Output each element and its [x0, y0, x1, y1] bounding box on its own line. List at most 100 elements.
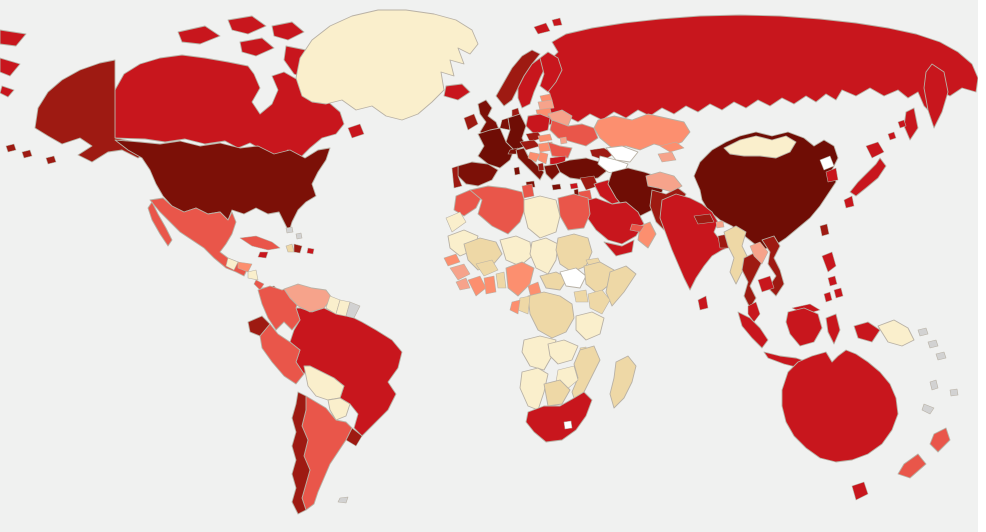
country-new-caledonia[interactable] [921, 403, 935, 415]
country-malaysia-peninsula[interactable] [747, 301, 761, 323]
country-norway[interactable] [495, 49, 541, 107]
country-slovakia[interactable] [537, 133, 553, 143]
country-ghana[interactable] [483, 275, 497, 295]
country-philippines-visayas[interactable] [823, 275, 844, 303]
country-japan-honshu[interactable] [849, 157, 887, 197]
country-indonesia-sumatra[interactable] [737, 311, 769, 349]
country-finland[interactable] [539, 51, 563, 93]
country-namibia[interactable] [519, 367, 549, 411]
country-car[interactable] [539, 271, 569, 291]
country-svalbard[interactable] [533, 17, 563, 35]
country-uganda[interactable] [573, 289, 589, 303]
country-latvia[interactable] [537, 99, 555, 111]
country-jamaica[interactable] [257, 251, 269, 259]
country-mexico[interactable] [149, 197, 249, 277]
country-western-sahara[interactable] [445, 211, 467, 233]
country-angola[interactable] [521, 335, 557, 371]
country-bahamas[interactable] [285, 226, 303, 240]
country-india[interactable] [659, 193, 733, 291]
country-solomon-islands[interactable] [917, 327, 947, 361]
country-egypt[interactable] [557, 193, 591, 231]
country-russia-chukotka-wrap[interactable] [0, 29, 27, 98]
country-south-korea[interactable] [825, 167, 839, 183]
country-burkina-faso[interactable] [475, 259, 499, 277]
country-laos[interactable] [749, 241, 769, 265]
country-canada-arctic-4[interactable] [239, 37, 275, 57]
country-sweden[interactable] [517, 57, 547, 109]
country-guatemala[interactable] [225, 257, 239, 271]
country-sierra-leone[interactable] [455, 277, 471, 291]
country-bolivia[interactable] [303, 365, 345, 401]
country-japan-hokkaido[interactable] [865, 141, 885, 159]
country-libya[interactable] [523, 195, 561, 239]
country-senegal[interactable] [443, 253, 461, 267]
country-falklands[interactable] [337, 496, 349, 504]
country-indonesia-borneo[interactable] [785, 307, 823, 347]
country-guinea[interactable] [449, 263, 471, 281]
country-kenya[interactable] [587, 289, 611, 315]
country-somalia[interactable] [605, 265, 637, 307]
country-madagascar[interactable] [609, 355, 637, 409]
country-zambia[interactable] [547, 339, 579, 365]
country-cyprus[interactable] [569, 182, 579, 190]
country-croatia-bosnia[interactable] [527, 151, 541, 163]
country-indonesia-papua[interactable] [853, 321, 881, 343]
country-bhutan[interactable] [715, 220, 725, 229]
country-mexico-baja[interactable] [147, 201, 173, 247]
country-south-africa[interactable] [525, 391, 593, 443]
country-ukraine[interactable] [549, 119, 599, 147]
country-peru[interactable] [259, 323, 305, 385]
country-botswana[interactable] [543, 379, 571, 407]
country-greenland[interactable] [295, 9, 479, 121]
country-philippines-luzon[interactable] [821, 251, 837, 273]
country-japan-kyushu[interactable] [843, 195, 855, 209]
country-lesotho[interactable] [563, 420, 573, 430]
country-italy[interactable] [515, 147, 545, 181]
country-gabon[interactable] [509, 299, 521, 315]
country-papua-new-guinea[interactable] [877, 319, 915, 347]
country-nepal[interactable] [693, 213, 715, 225]
country-tunisia[interactable] [521, 183, 535, 199]
country-canada-newfoundland[interactable] [347, 123, 365, 139]
country-algeria[interactable] [469, 185, 527, 235]
country-nigeria[interactable] [505, 261, 535, 297]
country-dominican-republic[interactable] [293, 243, 303, 254]
country-vanuatu[interactable] [929, 379, 939, 391]
country-uzbekistan[interactable] [605, 145, 639, 163]
country-togo-benin[interactable] [495, 271, 507, 289]
country-canada-arctic-1[interactable] [177, 25, 221, 45]
country-canada-arctic-2[interactable] [227, 15, 267, 35]
country-moldova[interactable] [559, 136, 568, 145]
country-canada-arctic-3[interactable] [271, 21, 305, 41]
country-greece[interactable] [543, 163, 561, 181]
country-ireland[interactable] [463, 113, 479, 131]
country-romania[interactable] [547, 141, 573, 159]
country-alaska-aleutians[interactable] [5, 143, 57, 165]
country-drc[interactable] [527, 291, 575, 339]
country-russia-kamchatka[interactable] [923, 63, 949, 129]
country-spain[interactable] [457, 161, 499, 187]
country-north-korea[interactable] [819, 155, 835, 171]
country-yemen[interactable] [603, 239, 635, 257]
country-australia[interactable] [781, 349, 899, 463]
country-france[interactable] [477, 127, 515, 169]
country-switzerland[interactable] [507, 147, 519, 155]
country-taiwan[interactable] [819, 223, 830, 237]
country-chile[interactable] [291, 391, 311, 515]
country-new-zealand-north[interactable] [929, 427, 951, 453]
country-tajikistan[interactable] [657, 151, 677, 163]
country-new-zealand-south[interactable] [897, 453, 927, 479]
country-paraguay[interactable] [327, 397, 351, 421]
country-russia[interactable] [539, 14, 979, 127]
country-chad[interactable] [529, 237, 559, 275]
country-vietnam[interactable] [761, 235, 785, 297]
country-russia-kurils[interactable] [887, 119, 907, 141]
country-kyrgyzstan[interactable] [659, 141, 685, 153]
country-greece-crete[interactable] [551, 183, 562, 191]
country-albania[interactable] [537, 162, 545, 172]
country-nicaragua[interactable] [247, 269, 259, 281]
country-portugal[interactable] [451, 165, 463, 189]
country-iceland[interactable] [443, 83, 471, 101]
country-south-sudan[interactable] [559, 267, 587, 289]
country-cuba[interactable] [239, 235, 281, 251]
